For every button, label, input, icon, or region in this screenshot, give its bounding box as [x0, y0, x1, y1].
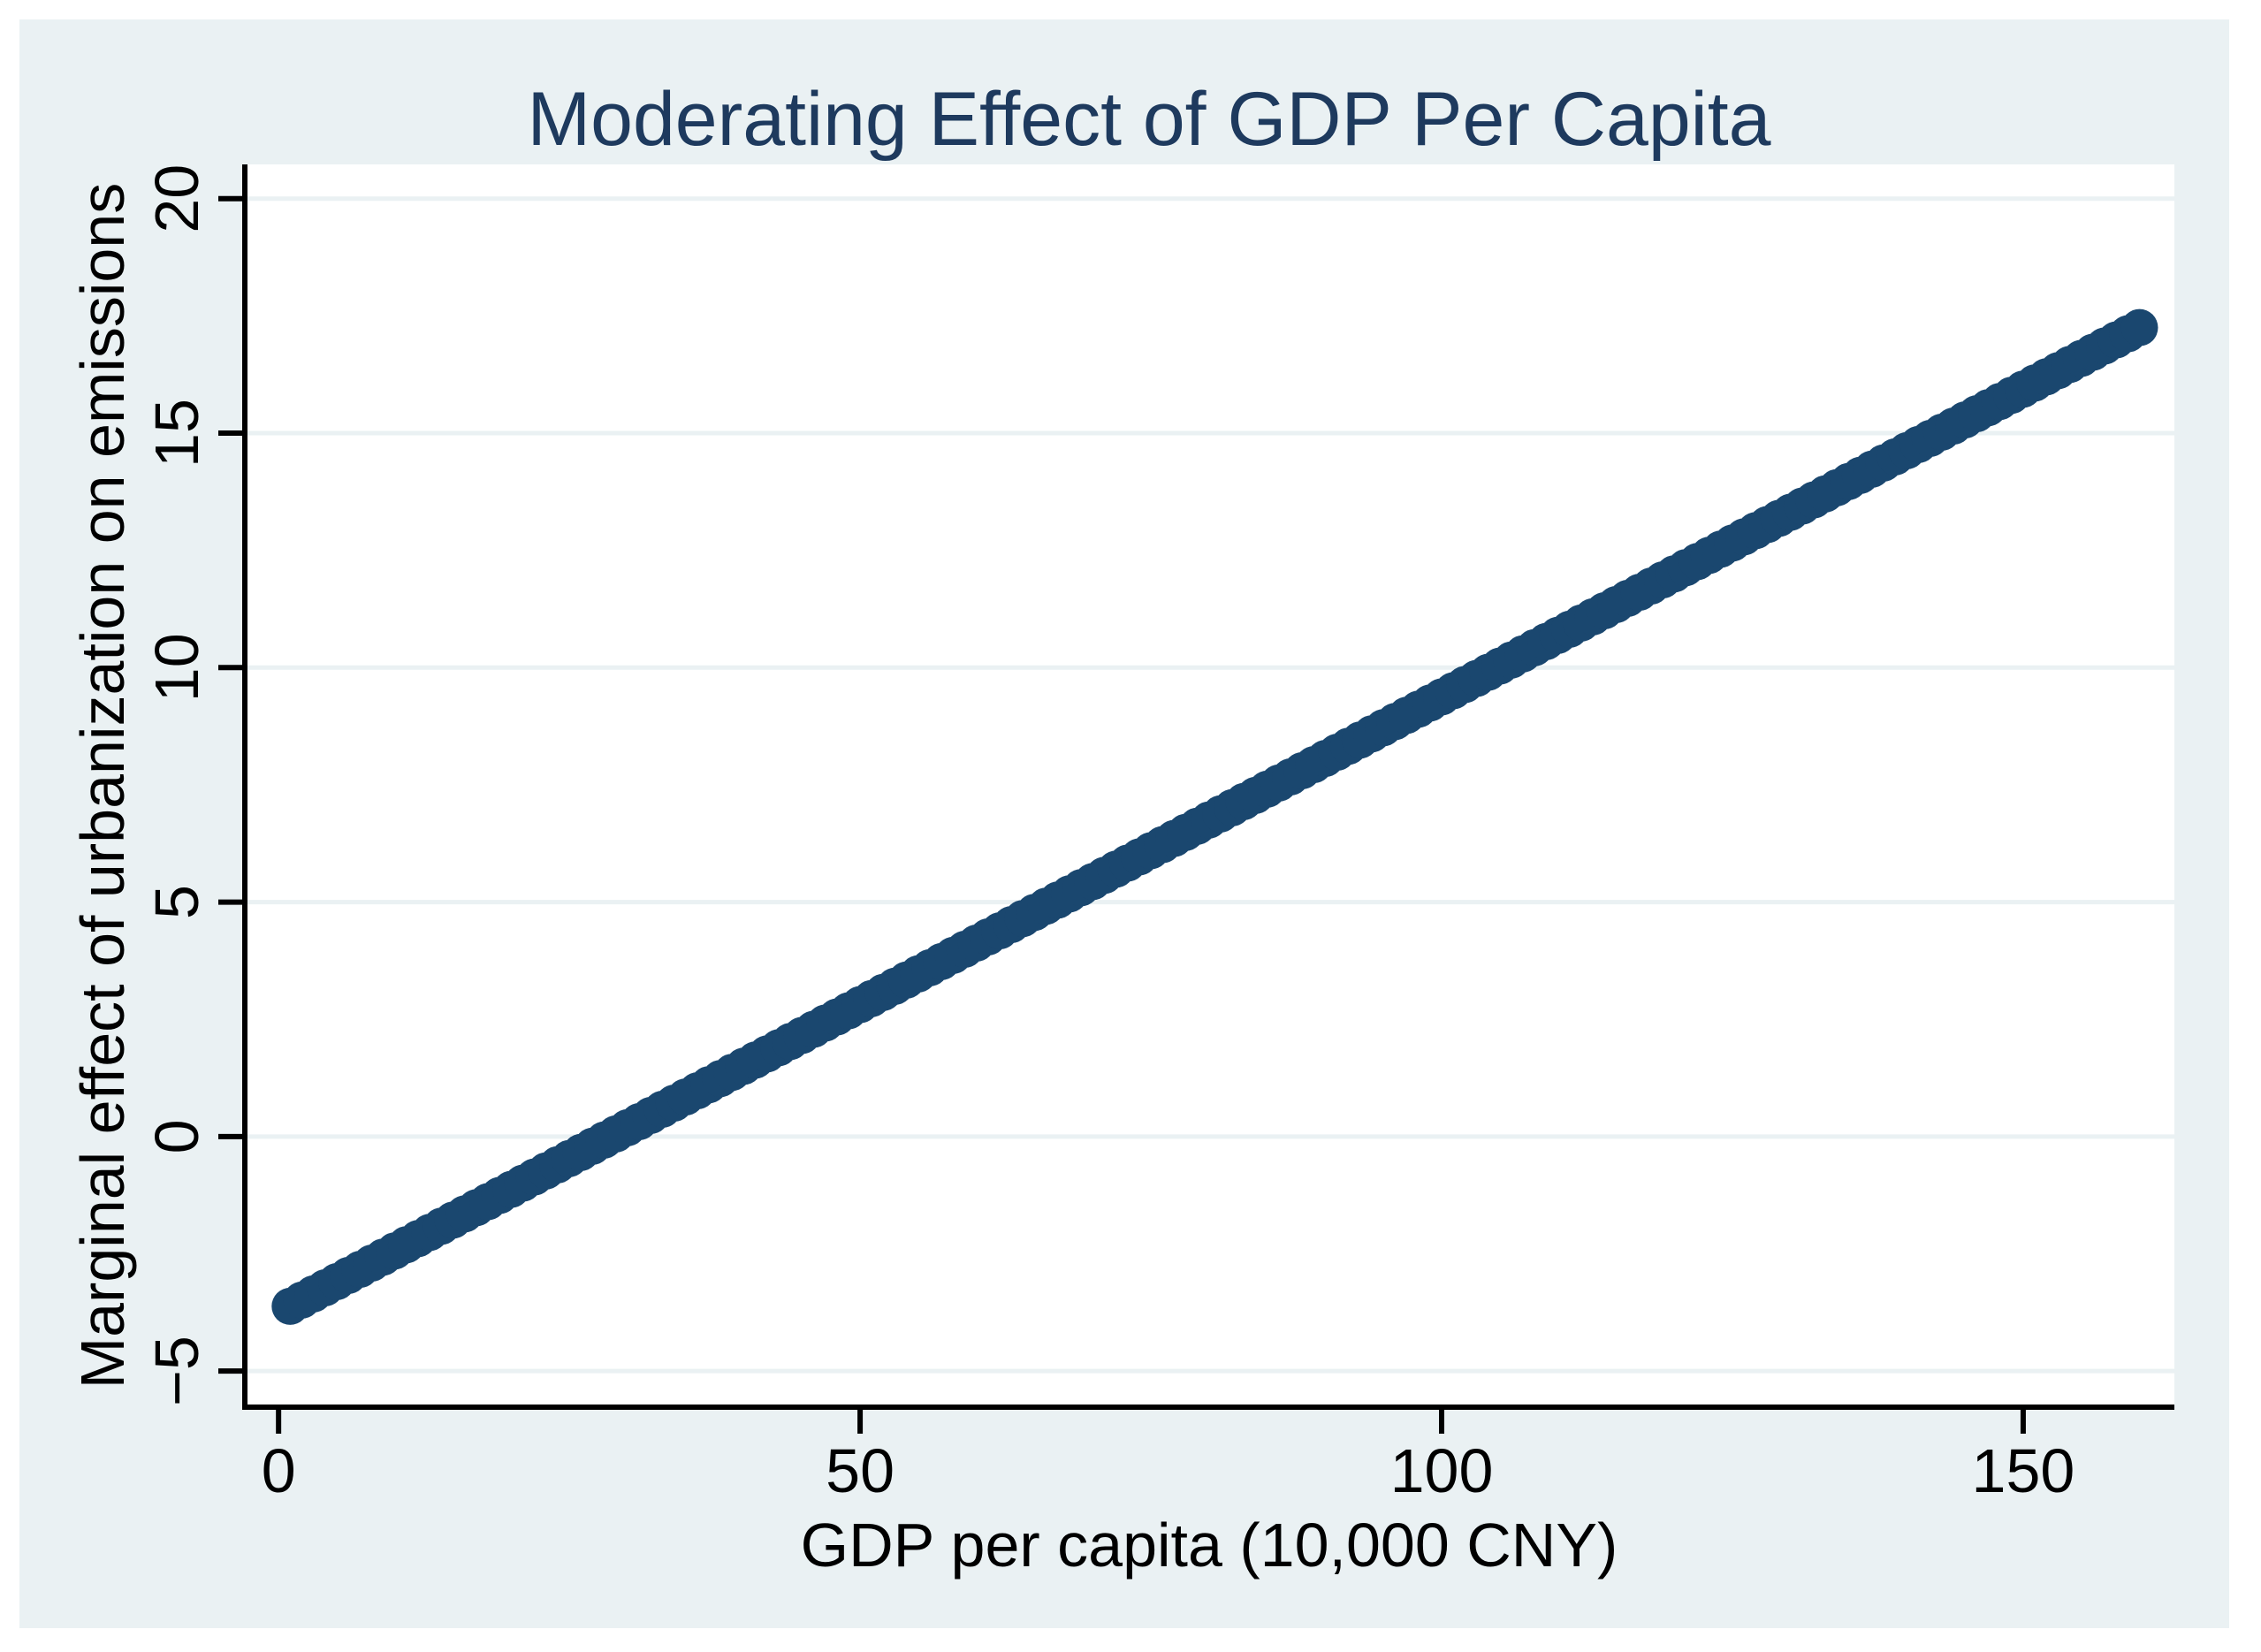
y-tick-label: 20 — [142, 164, 211, 233]
y-tick-label: 15 — [142, 399, 211, 468]
data-point — [2120, 308, 2158, 346]
chart-title: Moderating Effect of GDP Per Capita — [528, 77, 1771, 162]
y-axis-title: Marginal effect of urbanization on emiss… — [68, 183, 137, 1389]
marginal-effect-line — [271, 308, 2158, 1325]
y-tick-label: −5 — [142, 1336, 211, 1406]
x-tick-label: 0 — [262, 1436, 296, 1505]
y-tick-label: 0 — [142, 1119, 211, 1153]
y-tick-label: 10 — [142, 633, 211, 702]
gridlines — [245, 196, 2174, 1374]
x-tick-label: 150 — [1972, 1436, 2075, 1505]
x-tick-label: 100 — [1390, 1436, 1494, 1505]
x-axis-title: GDP per capita (10,000 CNY) — [801, 1511, 1618, 1580]
axis-ticks: −5 0 5 10 15 20 0 50 100 150 — [142, 164, 2074, 1505]
plot-area — [245, 164, 2174, 1407]
y-tick-label: 5 — [142, 885, 211, 919]
x-tick-label: 50 — [826, 1436, 895, 1505]
